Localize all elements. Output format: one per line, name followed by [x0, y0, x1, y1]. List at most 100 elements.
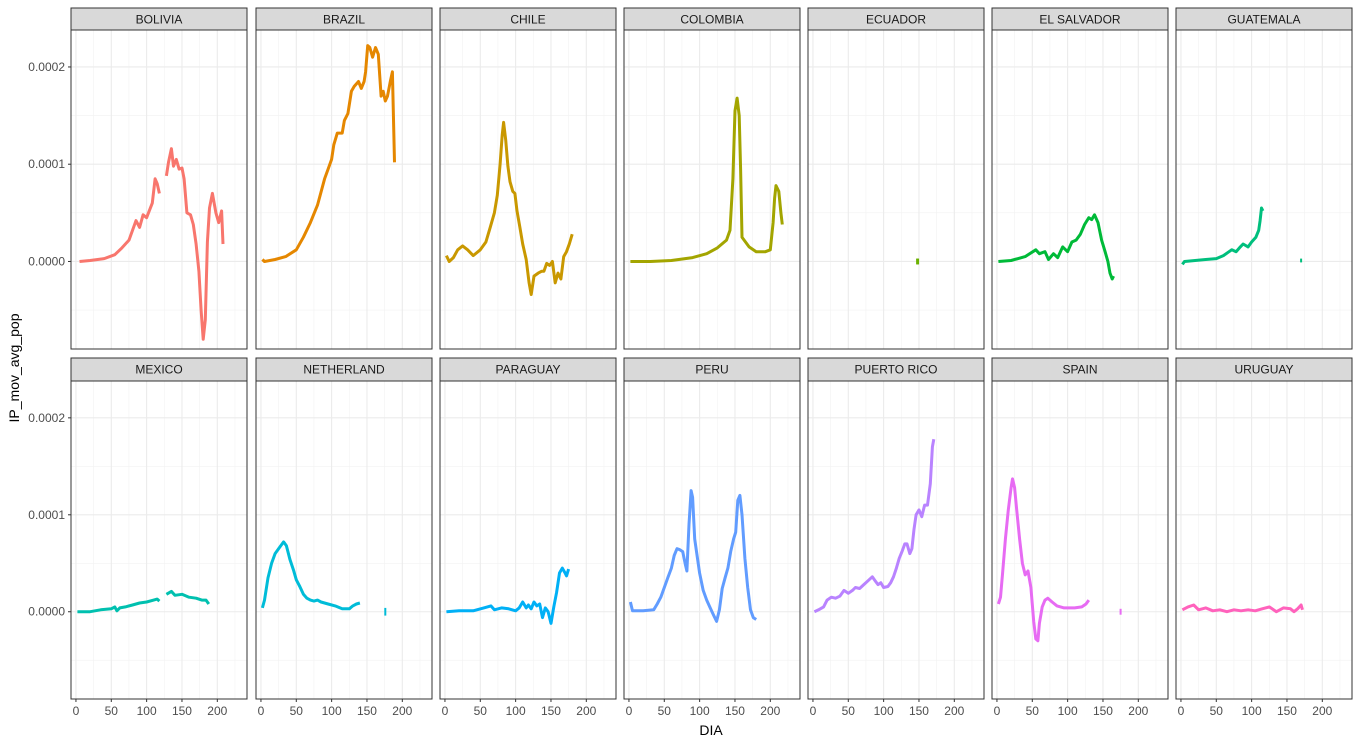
x-tick-label: 100 [1058, 704, 1078, 718]
x-tick-label: 100 [690, 704, 710, 718]
series-line [260, 540, 361, 611]
x-tick-label: 50 [658, 704, 672, 718]
panel-background [440, 30, 616, 349]
facet-panel: URUGUAY [1175, 357, 1353, 700]
panel-border [623, 380, 801, 700]
facet-label: BOLIVIA [136, 13, 183, 27]
x-tick-label: 100 [322, 704, 342, 718]
facet-panel: EL SALVADOR [991, 7, 1169, 350]
facet-panel: SPAIN [991, 357, 1169, 700]
x-axis-title: DIA [699, 722, 723, 738]
panel-background [1176, 381, 1352, 699]
facet-panel: MEXICO [70, 357, 248, 700]
facet-label: SPAIN [1062, 363, 1097, 377]
facet-label: MEXICO [135, 363, 182, 377]
panel-background [256, 30, 432, 349]
x-tick-label: 100 [874, 704, 894, 718]
x-tick-label: 150 [1277, 704, 1297, 718]
panel-background [440, 381, 616, 699]
x-tick-label: 150 [541, 704, 561, 718]
panel-border [70, 29, 248, 350]
facet-panel: CHILE [439, 7, 617, 350]
panel-border [991, 29, 1169, 350]
series-line [996, 477, 1091, 643]
y-tick-label: 0.0001 [28, 508, 65, 522]
x-tick-label: 150 [357, 704, 377, 718]
x-tick-label: 50 [1026, 704, 1040, 718]
facet-panels: BOLIVIA BRAZIL CHILE COLOMBIA ECUADOR EL SALV… [70, 7, 1353, 700]
panel-border [70, 380, 248, 700]
series-line [630, 96, 784, 263]
x-tick-label: 200 [944, 704, 964, 718]
panel-background [256, 381, 432, 699]
x-tick-label: 0 [258, 704, 265, 718]
x-tick-label: 50 [1210, 704, 1224, 718]
facet-panel: PERU [623, 357, 801, 700]
panel-border [439, 29, 617, 350]
series-line [446, 566, 571, 625]
x-tick-label: 0 [442, 704, 449, 718]
x-tick-label: 50 [842, 704, 856, 718]
facet-label: URUGUAY [1234, 363, 1293, 377]
x-tick-label: 100 [1242, 704, 1262, 718]
series-line [998, 213, 1115, 281]
x-tick-label: 100 [137, 704, 157, 718]
x-tick-label: 200 [1312, 704, 1332, 718]
series-line [628, 489, 758, 623]
facet-label: EL SALVADOR [1039, 13, 1120, 27]
x-tick-label: 0 [994, 704, 1001, 718]
x-tick-label: 200 [392, 704, 412, 718]
panel-border [1175, 29, 1353, 350]
series-line [1181, 603, 1304, 614]
panel-background [808, 381, 984, 699]
facet-label: PERU [695, 363, 728, 377]
facet-label: COLOMBIA [680, 13, 743, 27]
panel-border [439, 380, 617, 700]
x-tick-label: 0 [626, 704, 633, 718]
y-tick-label: 0.0001 [28, 157, 65, 171]
x-tick-label: 0 [810, 704, 817, 718]
facet-label: ECUADOR [866, 13, 926, 27]
x-tick-label: 0 [73, 704, 80, 718]
facet-panel: PARAGUAY [439, 357, 617, 700]
facet-panel: BRAZIL [255, 7, 433, 350]
facet-panel: PUERTO RICO [807, 357, 985, 700]
x-tick-label: 0 [1178, 704, 1185, 718]
panel-border [807, 29, 985, 350]
x-tick-label: 150 [172, 704, 192, 718]
facet-label: PUERTO RICO [855, 363, 938, 377]
facet-label: NETHERLAND [303, 363, 385, 377]
y-axis: 0.0000 0.0001 0.0002 0.0000 0.0001 0.0002 [28, 60, 71, 619]
series-line [1181, 206, 1265, 266]
series-line [261, 44, 396, 263]
facet-panel: BOLIVIA [70, 7, 248, 350]
x-tick-label: 50 [105, 704, 119, 718]
facet-panel: NETHERLAND [255, 357, 433, 700]
y-tick-label: 0.0000 [28, 254, 65, 268]
panel-border [807, 380, 985, 700]
panel-background [624, 381, 800, 699]
panel-background [624, 30, 800, 349]
facet-label: CHILE [510, 13, 545, 27]
y-tick-label: 0.0000 [28, 605, 65, 619]
x-tick-label: 150 [725, 704, 745, 718]
panel-border [255, 380, 433, 700]
facet-panel: ECUADOR [807, 7, 985, 350]
facet-label: PARAGUAY [496, 363, 561, 377]
panel-background [1176, 30, 1352, 349]
facet-label: BRAZIL [323, 13, 365, 27]
x-tick-label: 200 [1128, 704, 1148, 718]
x-tick-label: 100 [506, 704, 526, 718]
y-tick-label: 0.0002 [28, 411, 65, 425]
facet-panel: COLOMBIA [623, 7, 801, 350]
y-tick-label: 0.0002 [28, 60, 65, 74]
series-line [813, 438, 936, 614]
series-line [77, 589, 211, 614]
x-tick-label: 50 [290, 704, 304, 718]
panel-background [808, 30, 984, 349]
x-tick-label: 150 [909, 704, 929, 718]
facet-label: GUATEMALA [1227, 13, 1300, 27]
panel-background [71, 381, 247, 699]
panel-border [255, 29, 433, 350]
